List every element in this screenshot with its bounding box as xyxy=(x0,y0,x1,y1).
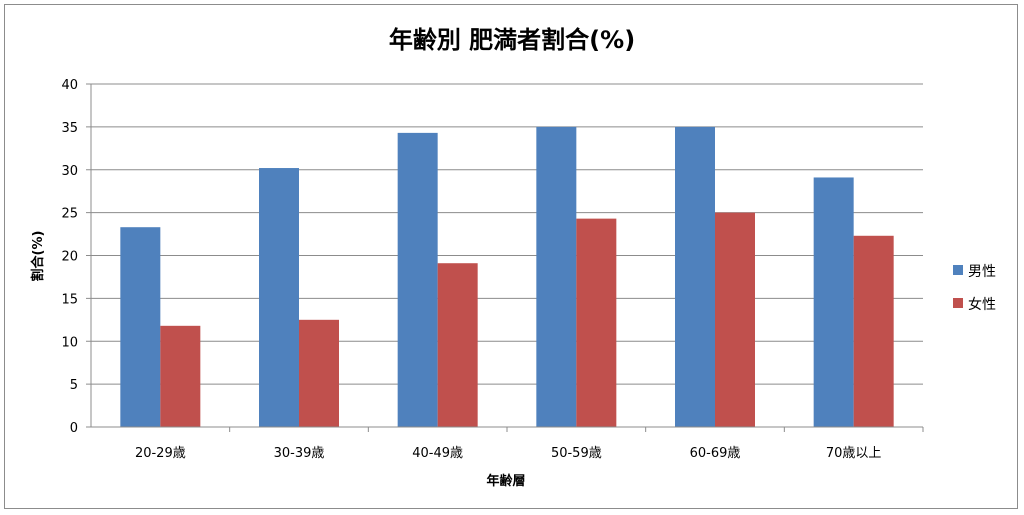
bar-male xyxy=(259,168,299,427)
y-axis-ticks: 0 5 10 15 20 25 30 35 40 xyxy=(61,78,78,436)
y-tick-label: 20 xyxy=(61,250,78,265)
gridlines xyxy=(86,83,923,428)
y-tick-label: 40 xyxy=(61,78,78,93)
x-tick-label: 20-29歳 xyxy=(135,446,186,461)
bar-female xyxy=(437,263,478,427)
legend-swatch xyxy=(953,298,963,308)
bar-female xyxy=(576,218,617,427)
y-tick-label: 5 xyxy=(70,378,78,393)
bar-female xyxy=(853,235,894,427)
x-tick-label: 70歳以上 xyxy=(826,446,882,461)
bar-female xyxy=(299,319,339,427)
y-tick-label: 10 xyxy=(61,335,78,350)
legend-label: 女性 xyxy=(968,296,996,313)
y-tick-label: 30 xyxy=(61,164,78,179)
x-tick-label: 60-69歳 xyxy=(690,446,741,461)
y-tick-label: 0 xyxy=(70,421,78,436)
legend-swatch xyxy=(953,265,963,275)
legend-label: 男性 xyxy=(968,264,996,280)
bar-male xyxy=(536,126,577,427)
y-tick-label: 25 xyxy=(61,207,78,222)
bar-female xyxy=(715,212,755,427)
y-tick-label: 35 xyxy=(61,121,78,136)
x-axis-title: 年齢層 xyxy=(486,473,525,489)
x-tick-label: 50-59歳 xyxy=(551,446,602,461)
bars xyxy=(120,126,894,427)
y-tick-label: 15 xyxy=(61,292,78,307)
bar-male xyxy=(120,227,161,427)
bar-male xyxy=(397,132,438,427)
x-axis-ticks: 20-29歳 30-39歳 40-49歳 50-59歳 60-69歳 70歳以上 xyxy=(91,426,924,461)
y-axis-title: 割合(%) xyxy=(30,231,46,282)
x-tick-label: 40-49歳 xyxy=(412,446,463,461)
bar-female xyxy=(160,325,201,427)
chart-title: 年齢別 肥満者割合(%) xyxy=(389,26,635,54)
bar-male xyxy=(813,177,854,427)
x-tick-label: 30-39歳 xyxy=(274,446,325,461)
bar-male xyxy=(675,126,715,427)
